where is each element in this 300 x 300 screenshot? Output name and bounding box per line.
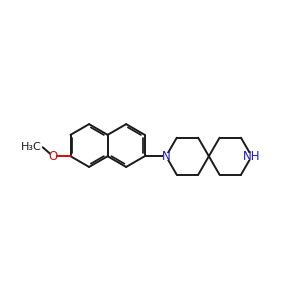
Bar xyxy=(247,153,256,160)
Text: NH: NH xyxy=(243,150,260,163)
Bar xyxy=(50,153,56,159)
Text: N: N xyxy=(162,150,170,163)
Text: H₃C: H₃C xyxy=(21,142,41,152)
Text: O: O xyxy=(48,150,58,163)
Bar xyxy=(163,153,169,160)
